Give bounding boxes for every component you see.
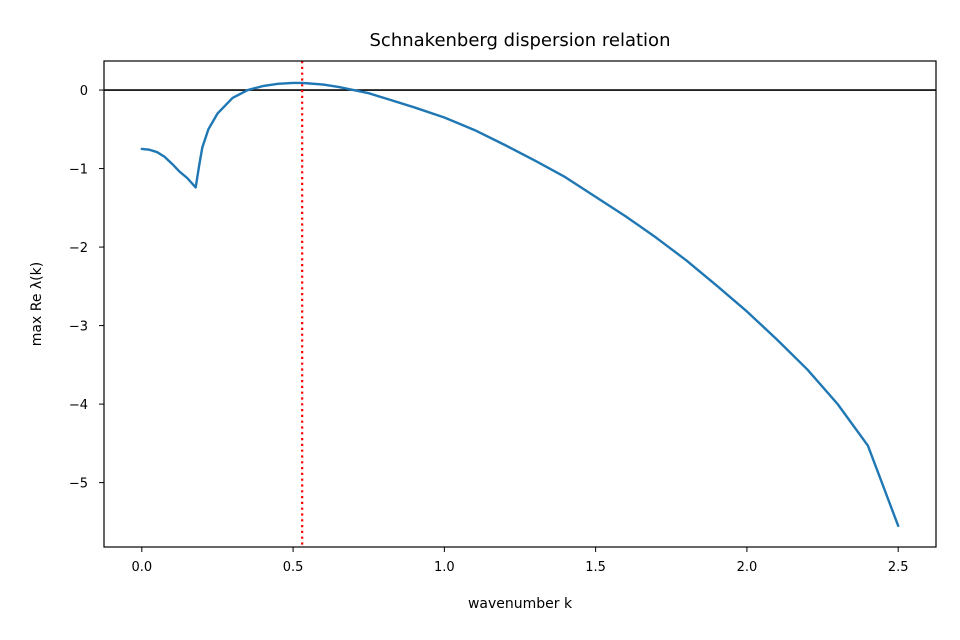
x-tick-label: 2.5 <box>888 560 909 575</box>
dispersion-curve <box>140 81 900 527</box>
y-tick-label: −2 <box>69 241 88 256</box>
x-tick-label: 1.5 <box>585 560 606 575</box>
y-tick-label: −3 <box>69 320 88 335</box>
axes-frame <box>103 60 937 548</box>
plot-area: 0.0 0.5 1.0 1.5 2.0 2.5 0 −1 −2 −3 −4 −5 <box>69 60 937 575</box>
y-tick-label: −1 <box>69 163 88 178</box>
y-tick-label: −5 <box>69 477 88 492</box>
x-tick-label: 1.0 <box>434 560 455 575</box>
y-tick-label: 0 <box>80 84 88 99</box>
x-axis-label: wavenumber k <box>468 596 573 612</box>
x-tick-label: 0.0 <box>131 560 152 575</box>
x-tick-label: 2.0 <box>737 560 758 575</box>
x-tick-label: 0.5 <box>283 560 304 575</box>
y-axis-label: max Re λ(k) <box>29 262 45 346</box>
chart-title: Schnakenberg dispersion relation <box>370 30 671 51</box>
y-tick-label: −4 <box>69 398 88 413</box>
